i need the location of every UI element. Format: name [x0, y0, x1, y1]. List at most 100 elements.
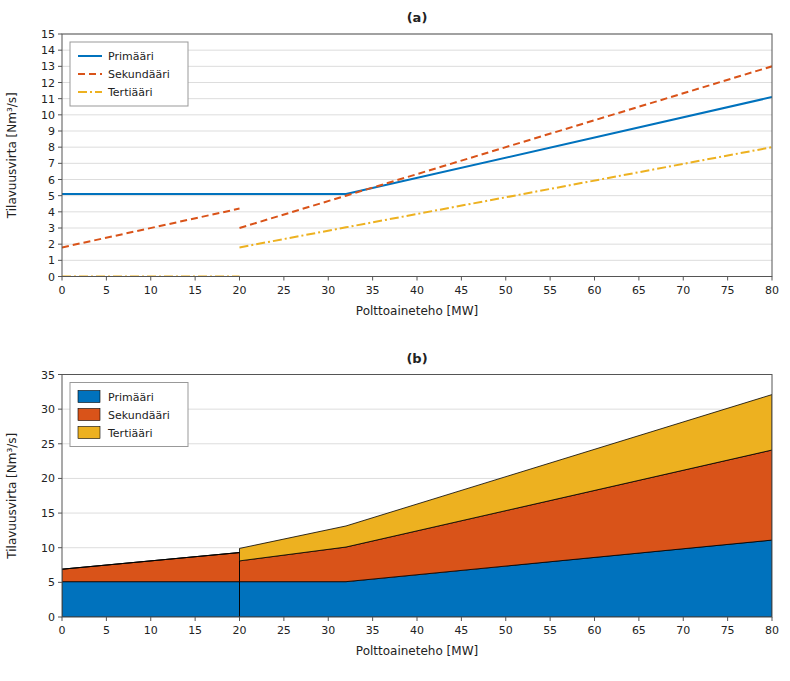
x-tick: [727, 277, 728, 281]
x-tick-label: 50: [499, 284, 513, 297]
x-tick: [150, 617, 151, 621]
x-tick: [461, 277, 462, 281]
y-tick-label: 20: [41, 472, 55, 485]
x-tick-label: 35: [366, 624, 380, 637]
x-tick-label: 60: [588, 624, 602, 637]
x-tick-label: 40: [410, 624, 424, 637]
legend-box: [70, 42, 188, 106]
x-tick: [239, 277, 240, 281]
y-tick-label: 15: [41, 507, 55, 520]
y-tick-label: 0: [48, 271, 55, 284]
x-tick-label: 70: [676, 624, 690, 637]
x-tick-label: 75: [721, 624, 735, 637]
x-tick: [62, 277, 63, 281]
legend-label: Primääri: [108, 50, 154, 63]
x-tick-label: 15: [188, 284, 202, 297]
grid-line: [62, 211, 772, 212]
x-tick-label: 50: [499, 624, 513, 637]
x-tick: [594, 277, 595, 281]
y-tick-label: 12: [41, 77, 55, 90]
x-tick-label: 10: [144, 624, 158, 637]
x-tick-label: 65: [632, 624, 646, 637]
x-axis-label: Polttoaineteho [MW]: [356, 644, 478, 658]
chart-title: (b): [406, 351, 427, 366]
legend-swatch: [78, 427, 100, 439]
x-tick: [195, 617, 196, 621]
y-tick-label: 2: [48, 238, 55, 251]
x-tick: [727, 617, 728, 621]
grid-line: [62, 114, 772, 115]
legend-label: Tertiääri: [107, 427, 153, 440]
y-tick: [58, 195, 62, 196]
x-tick: [239, 617, 240, 621]
legend-label: Sekundääri: [108, 409, 170, 422]
y-tick: [58, 98, 62, 99]
x-tick: [372, 617, 373, 621]
grid-line: [62, 244, 772, 245]
x-tick-label: 30: [321, 284, 335, 297]
y-tick: [58, 163, 62, 164]
y-tick: [58, 50, 62, 51]
grid-line: [62, 228, 772, 229]
x-tick-label: 5: [103, 284, 110, 297]
grid-line: [62, 131, 772, 132]
x-tick-label: 0: [59, 624, 66, 637]
y-tick: [58, 131, 62, 132]
x-tick-label: 55: [543, 624, 557, 637]
x-tick-label: 45: [454, 624, 468, 637]
grid-line: [62, 195, 772, 196]
y-tick-label: 15: [41, 28, 55, 41]
x-tick-label: 30: [321, 624, 335, 637]
x-tick: [106, 277, 107, 281]
y-tick: [58, 34, 62, 35]
x-tick-label: 65: [632, 284, 646, 297]
y-tick-label: 5: [48, 190, 55, 203]
x-tick: [772, 617, 773, 621]
x-tick-label: 25: [277, 624, 291, 637]
y-tick-label: 13: [41, 60, 55, 73]
y-tick-label: 14: [41, 44, 55, 57]
y-axis-label: Tilavuusvirta [Nm³/s]: [5, 92, 19, 219]
chart-panel: (a)0123456789101112131415051015202530354…: [5, 10, 779, 318]
legend: Primääri Sekundääri Tertiääri: [70, 383, 188, 447]
x-tick-label: 75: [721, 284, 735, 297]
x-tick: [550, 617, 551, 621]
x-tick: [550, 277, 551, 281]
y-tick-label: 9: [48, 125, 55, 138]
x-tick-label: 80: [765, 284, 779, 297]
chart-panel: (b)0510152025303505101520253035404550556…: [5, 351, 779, 659]
y-tick-label: 6: [48, 174, 55, 187]
x-tick: [328, 277, 329, 281]
y-tick: [58, 228, 62, 229]
grid-line: [62, 147, 772, 148]
y-tick: [58, 374, 62, 375]
x-axis-label: Polttoaineteho [MW]: [356, 304, 478, 318]
y-tick-label: 8: [48, 141, 55, 154]
x-tick-label: 80: [765, 624, 779, 637]
plot-background: [62, 34, 772, 277]
y-tick: [58, 244, 62, 245]
y-tick-label: 4: [48, 206, 55, 219]
legend-label: Primääri: [108, 391, 154, 404]
chart-canvas: (a)0123456789101112131415051015202530354…: [0, 0, 790, 681]
y-axis-label: Tilavuusvirta [Nm³/s]: [5, 433, 19, 560]
x-tick: [417, 617, 418, 621]
y-tick: [58, 276, 62, 277]
y-tick: [58, 66, 62, 67]
legend-swatch: [78, 91, 102, 93]
y-tick-label: 11: [41, 93, 55, 106]
y-tick: [58, 409, 62, 410]
x-tick: [417, 277, 418, 281]
y-tick: [58, 114, 62, 115]
line-series: [62, 97, 772, 194]
y-tick: [58, 617, 62, 618]
x-tick-label: 15: [188, 624, 202, 637]
x-tick: [505, 277, 506, 281]
y-tick: [58, 211, 62, 212]
y-tick: [58, 147, 62, 148]
x-tick: [594, 617, 595, 621]
y-tick: [58, 513, 62, 514]
y-tick-label: 3: [48, 222, 55, 235]
y-tick-label: 1: [48, 254, 55, 267]
x-tick: [505, 617, 506, 621]
